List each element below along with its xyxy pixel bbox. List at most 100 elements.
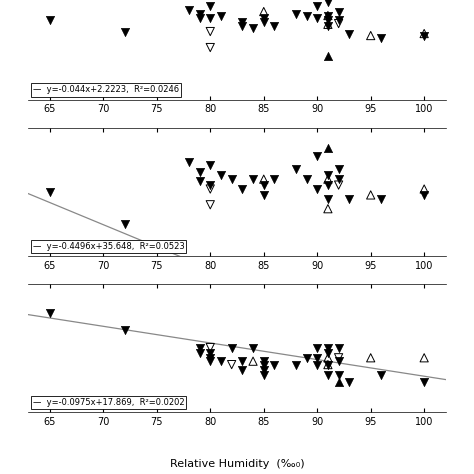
Point bbox=[260, 8, 267, 15]
Point bbox=[303, 12, 310, 19]
Point bbox=[238, 185, 246, 193]
Point bbox=[335, 357, 342, 365]
Point bbox=[335, 16, 342, 23]
Point bbox=[367, 354, 374, 362]
Point bbox=[249, 357, 257, 365]
Point bbox=[324, 361, 332, 368]
Point bbox=[196, 168, 203, 176]
Point bbox=[335, 175, 342, 183]
Point bbox=[324, 22, 332, 29]
Point bbox=[249, 24, 257, 31]
Point bbox=[196, 14, 203, 21]
Point bbox=[313, 354, 321, 362]
Point bbox=[378, 371, 385, 379]
Text: —  y=-0.044x+2.2223,  R²=0.0246: — y=-0.044x+2.2223, R²=0.0246 bbox=[33, 85, 179, 94]
Point bbox=[303, 354, 310, 362]
Point bbox=[378, 195, 385, 203]
Point bbox=[335, 20, 342, 27]
Point bbox=[313, 14, 321, 21]
Point bbox=[420, 30, 428, 37]
Point bbox=[217, 357, 225, 365]
Point bbox=[249, 175, 257, 183]
Point bbox=[207, 28, 214, 36]
Point bbox=[121, 28, 128, 36]
Text: —  y=-0.0975x+17.869,  R²=0.0202: — y=-0.0975x+17.869, R²=0.0202 bbox=[33, 398, 184, 407]
Point bbox=[292, 361, 300, 368]
Point bbox=[238, 18, 246, 25]
Point bbox=[207, 2, 214, 9]
Point bbox=[207, 349, 214, 356]
Point bbox=[378, 34, 385, 41]
Point bbox=[324, 205, 332, 212]
Point bbox=[324, 20, 332, 28]
Point bbox=[238, 357, 246, 365]
Point bbox=[207, 354, 214, 362]
Point bbox=[260, 191, 267, 199]
Point bbox=[324, 361, 332, 368]
Point bbox=[207, 14, 214, 21]
Point bbox=[324, 354, 332, 362]
Point bbox=[324, 12, 332, 19]
Point bbox=[207, 44, 214, 51]
Point bbox=[324, 349, 332, 356]
Point bbox=[271, 361, 278, 368]
Point bbox=[346, 30, 353, 37]
Point bbox=[207, 357, 214, 365]
Point bbox=[324, 144, 332, 152]
Point bbox=[260, 371, 267, 379]
Point bbox=[185, 159, 192, 166]
Point bbox=[271, 175, 278, 183]
Point bbox=[313, 152, 321, 159]
Point bbox=[217, 172, 225, 179]
Point bbox=[260, 18, 267, 25]
Point bbox=[324, 371, 332, 379]
Point bbox=[324, 0, 332, 5]
Point bbox=[324, 181, 332, 189]
Point bbox=[207, 162, 214, 169]
Point bbox=[324, 344, 332, 351]
Point bbox=[335, 371, 342, 379]
Point bbox=[207, 181, 214, 189]
Point bbox=[46, 188, 54, 196]
Point bbox=[217, 12, 225, 19]
Point bbox=[260, 357, 267, 365]
Point bbox=[185, 6, 192, 13]
Point bbox=[313, 2, 321, 9]
Point bbox=[260, 366, 267, 374]
Point bbox=[196, 344, 203, 351]
Point bbox=[271, 22, 278, 29]
Point bbox=[346, 195, 353, 203]
Point bbox=[346, 378, 353, 385]
Point bbox=[335, 8, 342, 15]
Point bbox=[335, 354, 342, 362]
Point bbox=[420, 354, 428, 362]
Point bbox=[46, 310, 54, 317]
Point bbox=[228, 344, 236, 351]
Point bbox=[420, 32, 428, 39]
Point bbox=[420, 191, 428, 199]
Point bbox=[238, 22, 246, 29]
Point bbox=[367, 191, 374, 199]
Point bbox=[249, 344, 257, 351]
Point bbox=[303, 175, 310, 183]
Point bbox=[292, 165, 300, 173]
Point bbox=[420, 185, 428, 193]
Text: Relative Humidity  (‰₀): Relative Humidity (‰₀) bbox=[170, 459, 304, 469]
Point bbox=[335, 165, 342, 173]
Point bbox=[324, 52, 332, 59]
Point bbox=[335, 378, 342, 385]
Point bbox=[313, 185, 321, 193]
Point bbox=[121, 221, 128, 228]
Point bbox=[324, 175, 332, 183]
Point bbox=[238, 366, 246, 374]
Point bbox=[324, 195, 332, 203]
Point bbox=[335, 181, 342, 189]
Point bbox=[260, 181, 267, 189]
Point bbox=[260, 14, 267, 21]
Point bbox=[196, 177, 203, 185]
Point bbox=[324, 16, 332, 23]
Point bbox=[196, 10, 203, 18]
Point bbox=[207, 344, 214, 351]
Point bbox=[420, 378, 428, 385]
Point bbox=[260, 175, 267, 183]
